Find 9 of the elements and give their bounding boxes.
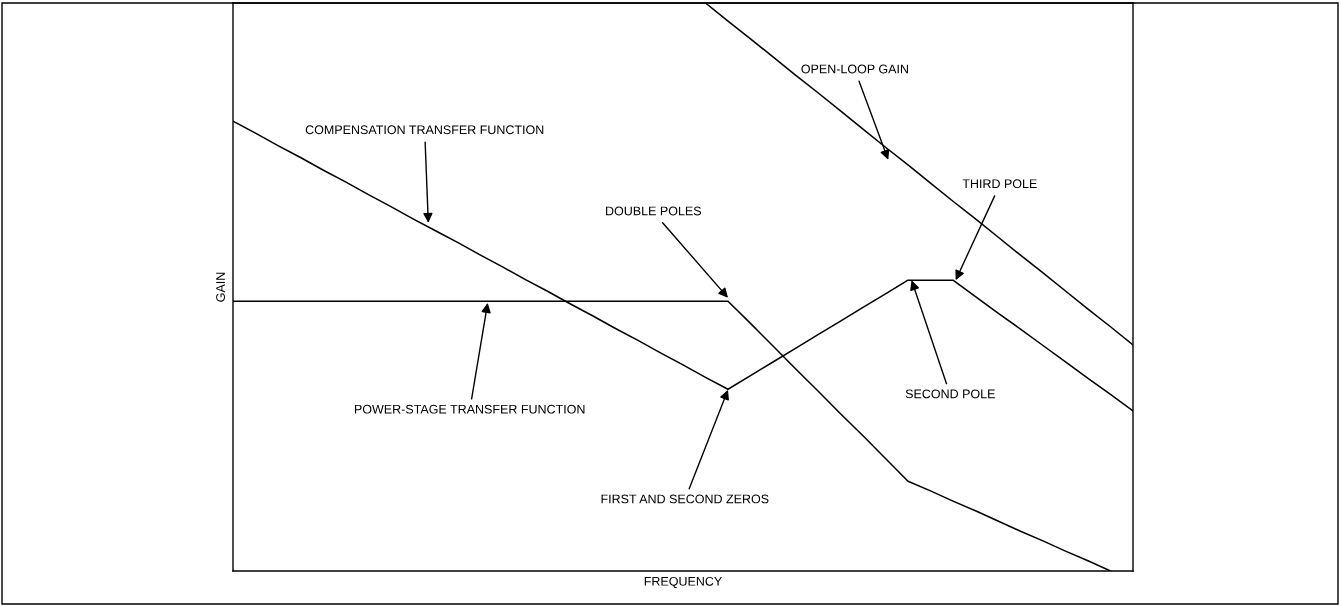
- annotation: THIRD POLE: [962, 179, 1037, 189]
- y-axis-title: GAIN: [216, 272, 225, 302]
- annotation: FIRST AND SECOND ZEROS: [601, 494, 769, 504]
- annotation: COMPENSATION TRANSFER FUNCTION: [305, 125, 544, 135]
- annotation: OPEN-LOOP GAIN: [801, 64, 908, 74]
- annotation: DOUBLE POLES: [606, 206, 702, 216]
- x-axis-title: FREQUENCY: [644, 576, 722, 588]
- annotation: SECOND POLE: [905, 389, 995, 399]
- annotation: POWER-STAGE TRANSFER FUNCTION: [354, 404, 585, 414]
